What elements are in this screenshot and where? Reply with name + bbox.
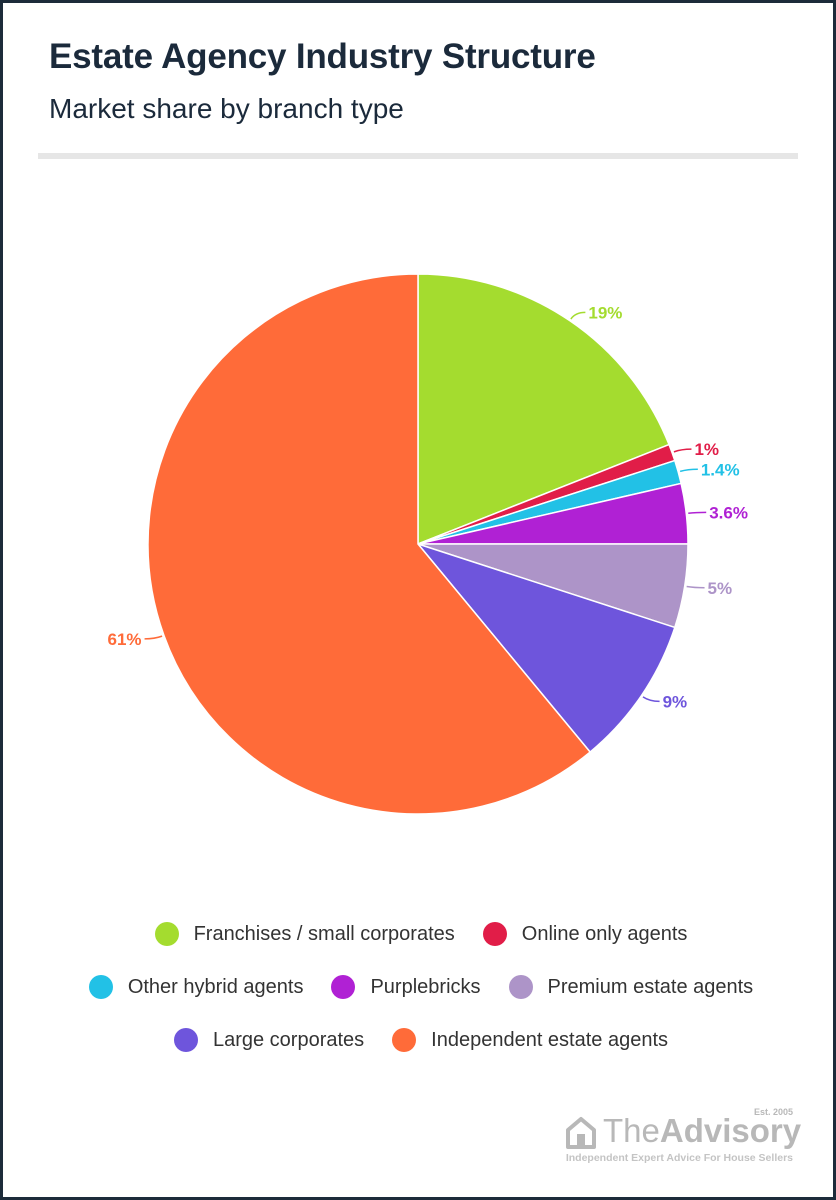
legend-swatch: [154, 922, 179, 946]
leader-line-online-only-agents: [673, 448, 692, 453]
data-label-other-hybrid-agents: 1.4%: [701, 460, 740, 479]
logo-established: Est. 2005: [753, 1107, 793, 1117]
leader-line-other-hybrid-agents: [679, 468, 698, 473]
legend-label: Online only agents: [521, 922, 688, 945]
logo-tagline: Independent Expert Advice For House Sell…: [565, 1152, 793, 1164]
legend-row: Franchises / small corporates Online only…: [3, 917, 836, 951]
legend-label: Independent estate agents: [431, 1028, 669, 1051]
header-divider: [38, 153, 798, 159]
legend-label: Franchises / small corporates: [193, 922, 455, 945]
data-label-premium-estate-agents: 5%: [708, 579, 733, 598]
legend-item-online-only-agents: Online only agents: [482, 922, 688, 946]
leader-line-purplebricks: [688, 511, 707, 515]
pie-chart: 19% 1%1.4% 3.6% 5% 9% 61%: [108, 273, 748, 815]
data-label-large-corporates: 9%: [663, 692, 688, 711]
legend-label: Premium estate agents: [547, 975, 754, 998]
pie-slice-large-corporates: [415, 542, 676, 754]
legend-swatch: [331, 975, 356, 999]
data-label-independent-estate-agents: 61%: [108, 630, 142, 649]
leader-line-franchises-small-corporates: [570, 311, 586, 320]
legend-swatch: [88, 975, 113, 999]
legend-item-purplebricks: Purplebricks: [331, 975, 481, 999]
pie-slice-franchises-small-corporates: [417, 273, 671, 546]
data-label-franchises-small-corporates: 19%: [588, 303, 622, 322]
leader-line-independent-estate-agents: [144, 635, 163, 640]
logo-wordmark: TheAdvisory: [603, 1112, 802, 1149]
legend-swatch: [392, 1028, 417, 1052]
legend-row: Large corporates Independent estate agent…: [3, 1023, 836, 1057]
legend-item-independent-estate-agents: Independent estate agents: [392, 1028, 668, 1052]
legend-label: Other hybrid agents: [127, 975, 304, 998]
legend-item-large-corporates: Large corporates: [173, 1028, 365, 1052]
legend-item-other-hybrid-agents: Other hybrid agents: [88, 975, 304, 999]
legend-swatch: [508, 975, 533, 999]
data-label-online-only-agents: 1%: [694, 440, 719, 459]
page-subtitle: Market share by branch type: [49, 93, 404, 124]
pie-slice-independent-estate-agents: [147, 273, 592, 815]
page-title: Estate Agency Industry Structure: [49, 37, 596, 76]
leader-line-premium-estate-agents: [686, 585, 705, 589]
legend-item-franchises-small-corporates: Franchises / small corporates: [154, 922, 455, 946]
data-label-purplebricks: 3.6%: [709, 503, 748, 522]
leader-line-large-corporates: [642, 696, 660, 703]
legend-swatch: [482, 922, 507, 946]
legend-label: Large corporates: [212, 1028, 365, 1051]
legend-swatch: [173, 1028, 198, 1052]
house-icon: [566, 1117, 596, 1149]
legend-row: Other hybrid agents Purplebricks Premium e…: [3, 970, 836, 1004]
legend-item-premium-estate-agents: Premium estate agents: [508, 975, 754, 999]
legend-label: Purplebricks: [370, 975, 481, 998]
chart-legend: Franchises / small corporates Online only…: [3, 917, 836, 1076]
theadvisory-logo: TheAdvisory Est. 2005 Independent Expert…: [563, 1107, 801, 1165]
